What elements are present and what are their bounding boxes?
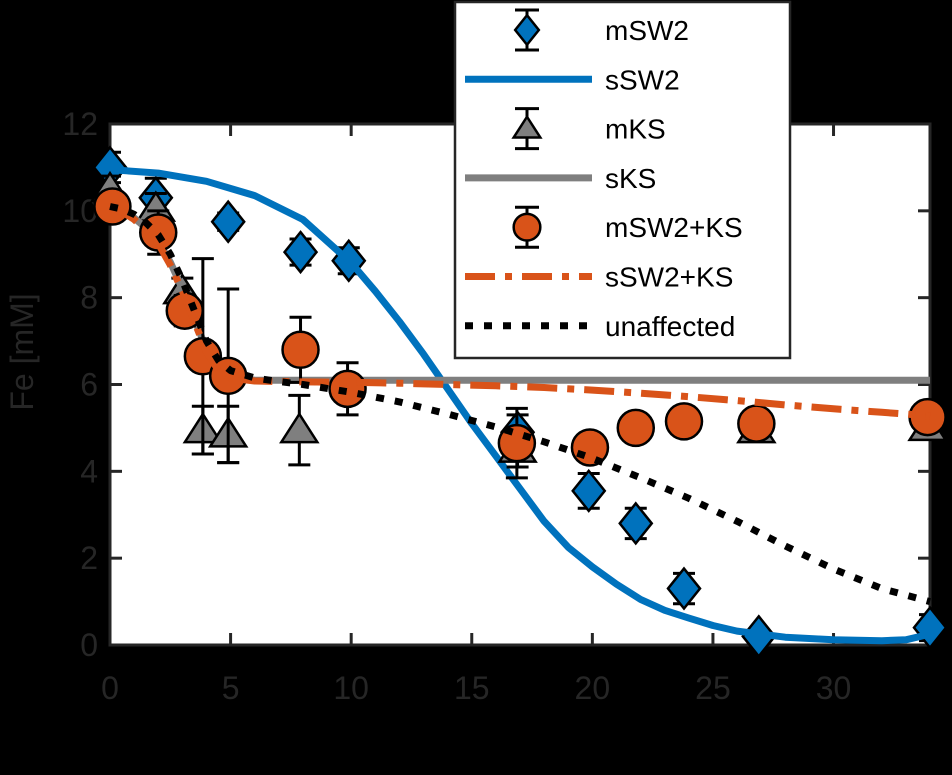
diamond-marker-mSW2: [666, 566, 702, 611]
x-tick-label-20: 20: [575, 670, 611, 706]
circle-marker-mSW2+KS: [328, 369, 367, 409]
x-tick-label-5: 5: [222, 670, 240, 706]
legend-label-mSW2: mSW2: [605, 15, 689, 46]
circle-marker-mSW2+KS: [616, 408, 656, 448]
triangle-marker-mKS: [279, 411, 320, 444]
legend-item-sSW2: sSW2: [465, 64, 680, 95]
series-unaffected: [109, 203, 931, 605]
x-tick-label-30: 30: [816, 670, 852, 706]
legend-marker-mSW2+KS: [512, 212, 542, 242]
line-unaffected: [109, 203, 931, 605]
x-tick-label-0: 0: [101, 670, 119, 706]
y-axis-label: Fe [mM]: [4, 293, 40, 410]
y-tick-label-4: 4: [80, 453, 98, 489]
diamond-marker-mSW2: [282, 230, 319, 275]
legend-label-unaffected: unaffected: [605, 311, 735, 342]
x-tick-label-25: 25: [695, 670, 731, 706]
legend-item-sSW2+KS: sSW2+KS: [465, 262, 733, 293]
y-tick-label-6: 6: [80, 367, 98, 403]
series-sSW2: [109, 166, 931, 645]
legend-item-sKS: sKS: [465, 163, 656, 194]
circle-marker-mSW2+KS: [737, 404, 776, 443]
y-tick-label-0: 0: [80, 627, 98, 663]
line-sSW2: [109, 166, 931, 645]
x-tick-label-15: 15: [454, 670, 490, 706]
series-sSW2+KS: [109, 205, 931, 420]
legend-marker-mSW2: [513, 13, 541, 47]
y-tick-label-12: 12: [62, 106, 98, 142]
x-tick-label-10: 10: [333, 670, 369, 706]
legend-item-mSW2+KS: mSW2+KS: [512, 205, 743, 249]
diamond-marker-mSW2: [210, 199, 246, 244]
legend-item-mSW2: mSW2: [513, 8, 689, 52]
legend-marker-mKS: [511, 114, 543, 139]
circle-marker-mSW2+KS: [497, 423, 537, 463]
legend-item-mKS: mKS: [511, 107, 666, 151]
diamond-marker-mSW2: [618, 501, 654, 546]
legend-label-sSW2: sSW2: [605, 64, 680, 95]
legend-item-unaffected: unaffected: [465, 311, 735, 342]
legend-label-sSW2+KS: sSW2+KS: [605, 262, 733, 293]
circle-marker-mSW2+KS: [664, 402, 704, 441]
circle-marker-mSW2+KS: [281, 330, 320, 370]
diamond-marker-mSW2: [571, 468, 607, 513]
line-sSW2+KS: [109, 205, 931, 420]
legend: mSW2 sSW2 mKS sKS mSW2+KS sSW2+KS unaffected: [453, 0, 792, 360]
legend-label-mSW2+KS: mSW2+KS: [605, 212, 743, 243]
legend-label-sKS: sKS: [605, 163, 656, 194]
y-tick-label-2: 2: [80, 540, 98, 576]
legend-label-mKS: mKS: [605, 114, 666, 145]
y-tick-label-8: 8: [80, 280, 98, 316]
